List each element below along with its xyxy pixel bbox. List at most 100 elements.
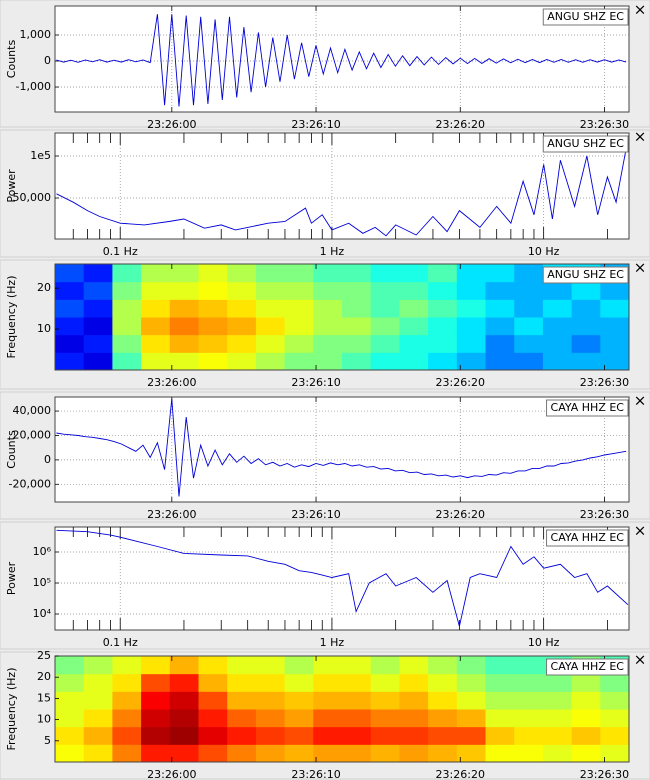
heatmap-cell: [399, 352, 429, 371]
heatmap-cell: [169, 352, 199, 371]
x-tick-label: 23:26:20: [436, 768, 485, 780]
x-tick-label: 23:26:10: [291, 508, 340, 521]
x-tick-label: 23:26:10: [291, 768, 340, 780]
heatmap-cell: [456, 673, 486, 692]
heatmap-cell: [428, 744, 458, 763]
heatmap-cell: [485, 673, 515, 692]
heatmap-cell: [342, 709, 372, 728]
heatmap-cell: [571, 299, 601, 318]
x-tick-label: 1 Hz: [320, 636, 345, 649]
heatmap-cell: [542, 744, 573, 763]
x-tick-label: 23:26:00: [147, 768, 196, 780]
panel: 1,000 0 -1,000 23:26:00 23:26:10 23:26:20 23:2…: [0, 0, 650, 131]
heatmap-cell: [284, 691, 314, 710]
heatmap-cell: [112, 726, 142, 745]
waveform-line: [56, 398, 627, 497]
heatmap-cell: [284, 317, 314, 336]
heatmap-cell: [428, 317, 458, 336]
station-label: CAYA HHZ EC: [551, 401, 625, 414]
close-button[interactable]: ×: [634, 522, 647, 540]
heatmap-cell: [141, 352, 171, 371]
heatmap-cell: [399, 334, 429, 353]
heatmap-cell: [83, 352, 113, 371]
heatmap-cell: [255, 317, 286, 336]
heatmap-cell: [255, 334, 286, 353]
heatmap-cell: [284, 299, 314, 318]
y-tick-label: 25: [37, 649, 51, 662]
heatmap-cell: [255, 709, 286, 728]
heatmap-cell: [370, 281, 400, 300]
x-tick-label: 1 Hz: [320, 245, 345, 258]
heatmap-cell: [83, 709, 113, 728]
heatmap-cell: [227, 709, 257, 728]
heatmap-cell: [227, 281, 257, 300]
heatmap-cell: [227, 656, 257, 675]
heatmap-cell: [456, 726, 486, 745]
close-button[interactable]: ×: [634, 651, 647, 669]
heatmap-cell: [198, 334, 228, 353]
heatmap-cell: [456, 317, 486, 336]
heatmap-cell: [284, 726, 314, 745]
heatmap-cell: [514, 726, 544, 745]
close-button[interactable]: ×: [634, 392, 647, 410]
y-tick-label: 10⁴: [33, 607, 52, 620]
heatmap-cell: [428, 281, 458, 300]
station-label: CAYA HHZ EC: [551, 660, 625, 673]
heatmap-cell: [255, 352, 286, 371]
heatmap-cell: [227, 744, 257, 763]
x-tick-label: 23:26:30: [580, 768, 629, 780]
panel: 20 10 23:26:00 23:26:10 23:26:20 23:26:30 ANGU…: [0, 259, 650, 390]
heatmap-cell: [83, 726, 113, 745]
heatmap-cell: [255, 264, 286, 283]
heatmap-cell: [456, 656, 486, 675]
heatmap-cell: [255, 744, 286, 763]
x-tick-label: 23:26:10: [291, 118, 340, 131]
y-tick-label: 10: [37, 322, 51, 335]
heatmap-cell: [485, 656, 515, 675]
station-label: ANGU SHZ EC: [547, 137, 624, 150]
heatmap-cell: [342, 317, 372, 336]
heatmap-cell: [428, 264, 458, 283]
heatmap-cell: [83, 299, 113, 318]
heatmap-cell: [542, 673, 573, 692]
heatmap-cell: [83, 656, 113, 675]
heatmap-cell: [428, 709, 458, 728]
heatmap-cell: [399, 709, 429, 728]
close-button[interactable]: ×: [634, 1, 647, 19]
heatmap-cell: [169, 299, 199, 318]
close-button[interactable]: ×: [634, 259, 647, 277]
heatmap-cell: [571, 317, 601, 336]
heatmap-cell: [255, 726, 286, 745]
heatmap-cell: [571, 726, 601, 745]
heatmap-cell: [342, 656, 372, 675]
station-label-box: [546, 529, 629, 547]
heatmap-cell: [456, 691, 486, 710]
heatmap-cell: [55, 317, 85, 336]
heatmap-cell: [342, 264, 372, 283]
heatmap-cell: [399, 726, 429, 745]
heatmap-cell: [342, 352, 372, 371]
heatmap-cell: [83, 317, 113, 336]
heatmap-cell: [169, 264, 199, 283]
x-tick-label: 10 Hz: [528, 245, 560, 258]
heatmap-cell: [428, 352, 458, 371]
heatmap-cell: [600, 281, 630, 300]
x-tick-label: 23:26:10: [291, 376, 340, 389]
panel: 40,000 20,000 0 -20,000 23:26:00 23:26:10 23:2…: [0, 391, 650, 521]
heatmap-cell: [313, 299, 343, 318]
heatmap-cell: [313, 656, 343, 675]
heatmap-cell: [542, 691, 573, 710]
heatmap-cell: [169, 709, 199, 728]
heatmap-cell: [55, 656, 85, 675]
heatmap-cell: [514, 299, 544, 318]
heatmap-cell: [342, 299, 372, 318]
heatmap-cell: [55, 691, 85, 710]
y-tick-label: -1,000: [16, 80, 51, 93]
close-button[interactable]: ×: [634, 128, 647, 146]
heatmap-cell: [83, 673, 113, 692]
y-tick-label: 20: [37, 670, 51, 683]
heatmap-cell: [284, 656, 314, 675]
heatmap-cell: [370, 673, 400, 692]
heatmap-cell: [83, 334, 113, 353]
